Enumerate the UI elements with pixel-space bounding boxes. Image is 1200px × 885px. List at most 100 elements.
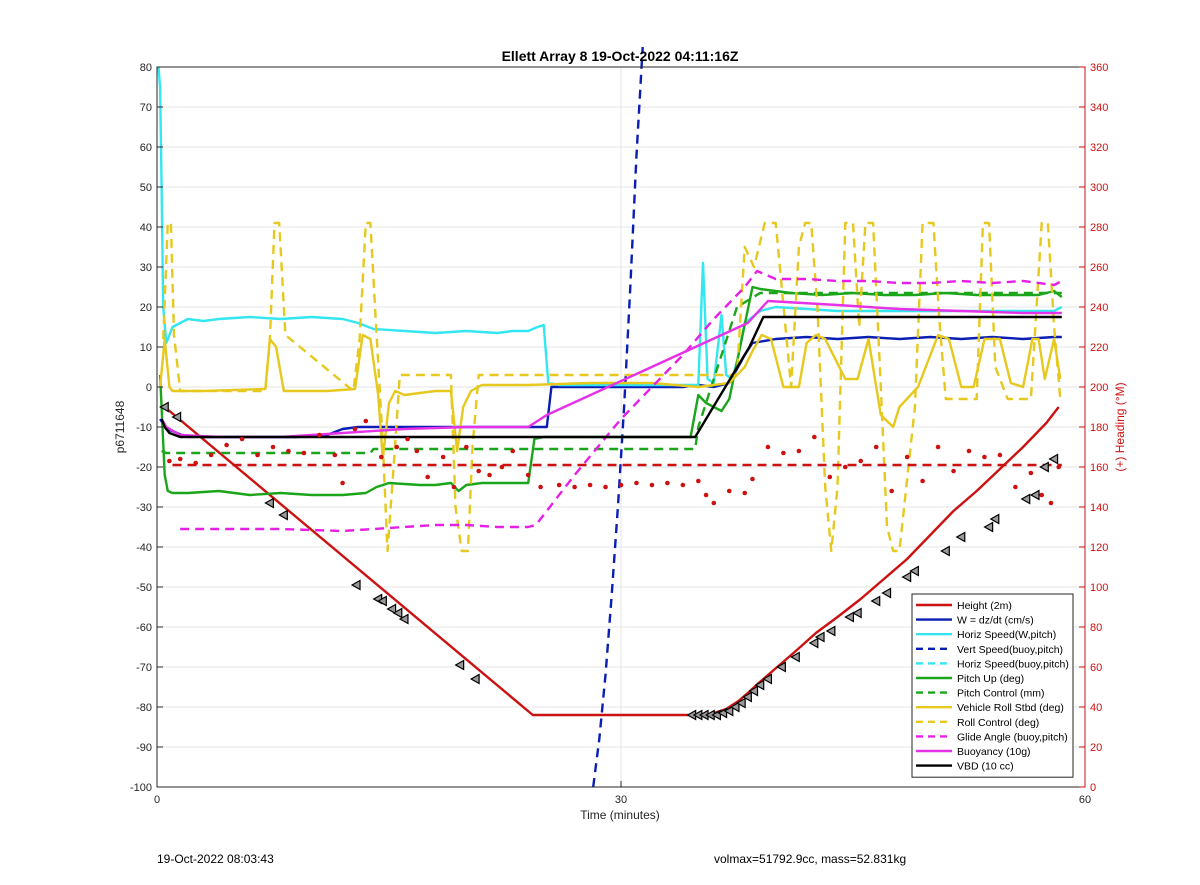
y-tick-label: -50 [136,582,152,594]
heading-dots-point [904,454,910,460]
y-tick-label: 80 [140,62,152,74]
heading-dots-point [270,444,276,450]
height-marker [350,579,361,591]
right-axis-label: (+) Heading (°M) [1113,382,1127,471]
pitch-up-deg-line [158,285,1063,497]
height-marker [881,587,892,599]
legend-box [911,593,1074,778]
heading-dots-point [711,500,717,506]
heading-dots-point [405,436,410,442]
heading-dots-point [286,448,291,454]
heading-dots-point [538,484,543,490]
height-marker [825,625,836,637]
heading-dots-point [476,468,482,474]
y-tick-label: 40 [140,222,152,234]
heading-dots-point [394,444,400,450]
legend-label: Height (2m) [957,600,1012,612]
height-marker [1048,453,1059,465]
height-marker [940,545,950,557]
heading-dots-point [352,426,358,432]
heading-dots-point [451,484,457,490]
y-tick-label: 0 [146,382,152,394]
heading-dots-point [378,454,384,460]
height-marker [742,691,752,703]
chart-title: Ellett Array 8 19-Oct-2022 04:11:16Z [502,48,739,64]
footer-timestamp: 19-Oct-2022 08:03:43 [157,852,274,866]
glide-angle-buoy-pitch-line [180,269,1063,533]
heading-dots-point [649,482,655,488]
heading-dots-point [340,480,345,486]
heading-dots-point [317,432,322,438]
heading-dots-point [224,442,229,448]
heading-dots-point [587,482,593,488]
heading-dots-point [167,458,172,464]
heading-dots-point [873,444,879,450]
legend-label: Vert Speed(buoy,pitch) [957,644,1063,656]
height-marker [1039,461,1049,473]
y2-tick-label: 360 [1090,62,1108,74]
y-tick-label: 10 [140,342,152,354]
heading-dots-point [425,474,430,480]
vehicle-roll-stbd-deg-line [158,333,1062,461]
y2-tick-label: 320 [1090,142,1108,154]
height-marker [454,659,465,671]
roll-control-deg-line [162,221,1062,553]
height-marker [264,497,275,509]
y-tick-label: 60 [140,142,152,154]
heading-dots-point [966,448,972,454]
height-marker [814,631,825,643]
heading-dots-point [1013,484,1018,490]
y2-tick-label: 260 [1090,262,1108,274]
legend-label: Glide Angle (buoy,pitch) [957,731,1068,743]
heading-dots-point [572,484,577,490]
height-marker [983,521,994,533]
heading-dots-point [440,454,446,460]
y-tick-label: 30 [140,262,152,274]
y2-tick-label: 340 [1090,102,1108,114]
y2-tick-label: 80 [1090,622,1102,634]
x-tick-label: 30 [615,794,627,806]
heading-dots-point [781,450,786,456]
heading-dots-point [750,476,755,482]
y2-tick-label: 240 [1090,302,1108,314]
series-lines [157,46,1063,788]
y-tick-label: -40 [136,542,152,554]
heading-dots-point [603,484,608,490]
y2-tick-label: 200 [1090,382,1108,394]
height-marker [909,565,919,577]
y-tick-label: -90 [136,742,152,754]
heading-dots-point [177,456,183,462]
heading-dots-point [618,482,624,488]
height-marker [901,571,912,583]
y-tick-label: -10 [136,422,152,434]
height-marker [278,509,288,521]
heading-dots-point [487,472,492,478]
heading-dots-point [665,480,670,486]
heading-dots-point [193,460,198,466]
x-axis-label: Time (minutes) [580,808,660,822]
heading-dots-point [935,444,941,450]
y-tick-label: -60 [136,622,152,634]
y-tick-label: 50 [140,182,152,194]
heading-dots-point [1039,492,1044,498]
heading-dots-point [556,482,562,488]
y2-tick-label: 20 [1090,742,1102,754]
heading-dots-point [1028,470,1034,476]
height-marker [171,411,182,423]
height-marker [844,611,855,623]
heading-dots-point [842,464,848,470]
y-tick-label: 20 [140,302,152,314]
heading-dots-point [301,450,307,456]
y-tick-label: -30 [136,502,152,514]
height-marker [729,701,740,713]
heading-dots-point [239,436,245,442]
y2-tick-label: 180 [1090,422,1108,434]
x-tick-label: 0 [154,794,160,806]
heading-dots-point [525,472,531,478]
heading-dots-point [997,452,1003,458]
height-marker [754,679,765,691]
y-axis-label: p6711648 [113,400,127,453]
legend-label: Roll Control (deg) [957,717,1039,729]
heading-dots-point [634,480,639,486]
vbd-10-cc-line [160,315,1062,439]
